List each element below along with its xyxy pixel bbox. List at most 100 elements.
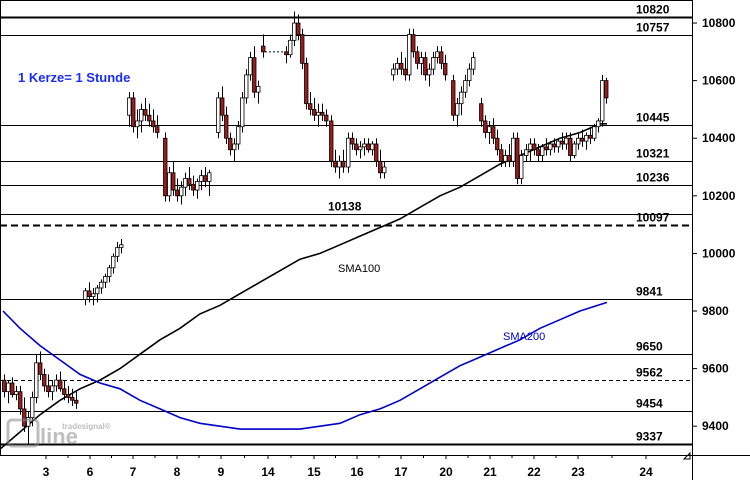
candle-body [304, 62, 309, 105]
candle-body [528, 143, 533, 151]
candle-body [143, 109, 148, 116]
candle-body [499, 149, 504, 162]
candle-body [471, 57, 476, 70]
level-label: 10236 [636, 171, 670, 185]
series-line [2, 301, 608, 430]
candle-interval-note: 1 Kerze= 1 Stunde [18, 70, 130, 85]
candle-body [183, 178, 188, 188]
x-tick-label: 22 [527, 465, 541, 479]
candle-body [487, 126, 492, 133]
candle-body [167, 172, 172, 197]
candle-body [30, 397, 35, 418]
plot-border [0, 0, 693, 456]
candles [2, 11, 609, 444]
candle-body [261, 45, 266, 53]
candle-body [10, 382, 15, 395]
candle-body [292, 22, 297, 41]
candle-body [155, 126, 160, 133]
candle-body [87, 290, 92, 298]
level-lines: 10820 10757 10445 10321 10236 10138 10097 9841 9… [0, 3, 692, 446]
candle-body [220, 97, 225, 116]
level-label: 10097 [636, 211, 670, 225]
candle-body [2, 379, 7, 393]
candle-body [584, 134, 589, 142]
candle-body [195, 181, 200, 191]
candle-body [42, 373, 47, 387]
x-tick-label: 20 [439, 465, 453, 479]
level-label: 10820 [636, 3, 670, 17]
candle-body [423, 57, 428, 76]
y-tick-label: 10600 [702, 74, 736, 88]
candle-body [333, 160, 338, 168]
candle-body [596, 120, 601, 128]
level-label: 9454 [636, 397, 663, 411]
candle-body [236, 126, 241, 145]
candle-body [46, 385, 51, 393]
x-tick-label: 15 [307, 465, 321, 479]
candle-body [391, 68, 396, 76]
candle-body [111, 255, 116, 269]
candle-body [366, 143, 371, 151]
candle-body [572, 143, 577, 156]
candle-body [479, 103, 484, 122]
candle-body [503, 155, 508, 162]
x-tick-label: 7 [130, 465, 137, 479]
level-label: 9337 [636, 430, 663, 444]
candle-body [354, 143, 359, 151]
candle-body [395, 62, 400, 70]
x-tick-label: 8 [174, 465, 181, 479]
candle-body [576, 137, 581, 145]
candle-body [329, 120, 334, 162]
candle-body [491, 126, 496, 139]
candle-body [34, 362, 39, 398]
x-tick-label: 6 [87, 465, 94, 479]
candle-body [179, 186, 184, 197]
series-label: SMA200 [503, 331, 545, 343]
candle-body [548, 143, 553, 151]
candle-body [50, 385, 55, 393]
candle-body [346, 137, 351, 168]
candle-body [252, 57, 257, 93]
candle-body [459, 91, 464, 105]
candle-body [135, 120, 140, 128]
candle-body [256, 85, 261, 93]
candle-body [203, 175, 208, 182]
candle-body [524, 149, 529, 156]
candle-body [308, 103, 313, 110]
candle-body [151, 120, 156, 128]
candle-body [232, 143, 237, 151]
candle-body [91, 293, 96, 298]
candle-body [6, 382, 11, 393]
candle-body [58, 379, 63, 390]
candle-body [147, 114, 152, 122]
candle-body [415, 51, 420, 64]
candle-body [483, 120, 488, 133]
candle-body [324, 114, 329, 122]
candle-body [171, 172, 176, 191]
y-tick-label: 10800 [702, 16, 736, 30]
candle-body [131, 97, 136, 128]
y-tick-label: 9800 [702, 304, 729, 318]
candle-body [378, 160, 383, 174]
x-tick-label: 24 [639, 465, 653, 479]
candle-body [403, 68, 408, 76]
candle-body [284, 51, 289, 56]
x-tick-label: 9 [218, 465, 225, 479]
candle-body [536, 149, 541, 156]
candle-body [22, 408, 27, 427]
candle-body [507, 155, 512, 162]
candle-body [320, 111, 325, 116]
watermark-shape [6, 418, 40, 448]
candle-body [312, 109, 317, 116]
watermark-text: line [40, 424, 78, 449]
candle-body [316, 111, 321, 116]
level-label: 10321 [636, 147, 670, 161]
candle-body [70, 397, 75, 401]
candle-body [511, 137, 516, 162]
level-label: 10757 [636, 21, 670, 35]
candle-body [427, 68, 432, 76]
level-label: 9650 [636, 340, 663, 354]
